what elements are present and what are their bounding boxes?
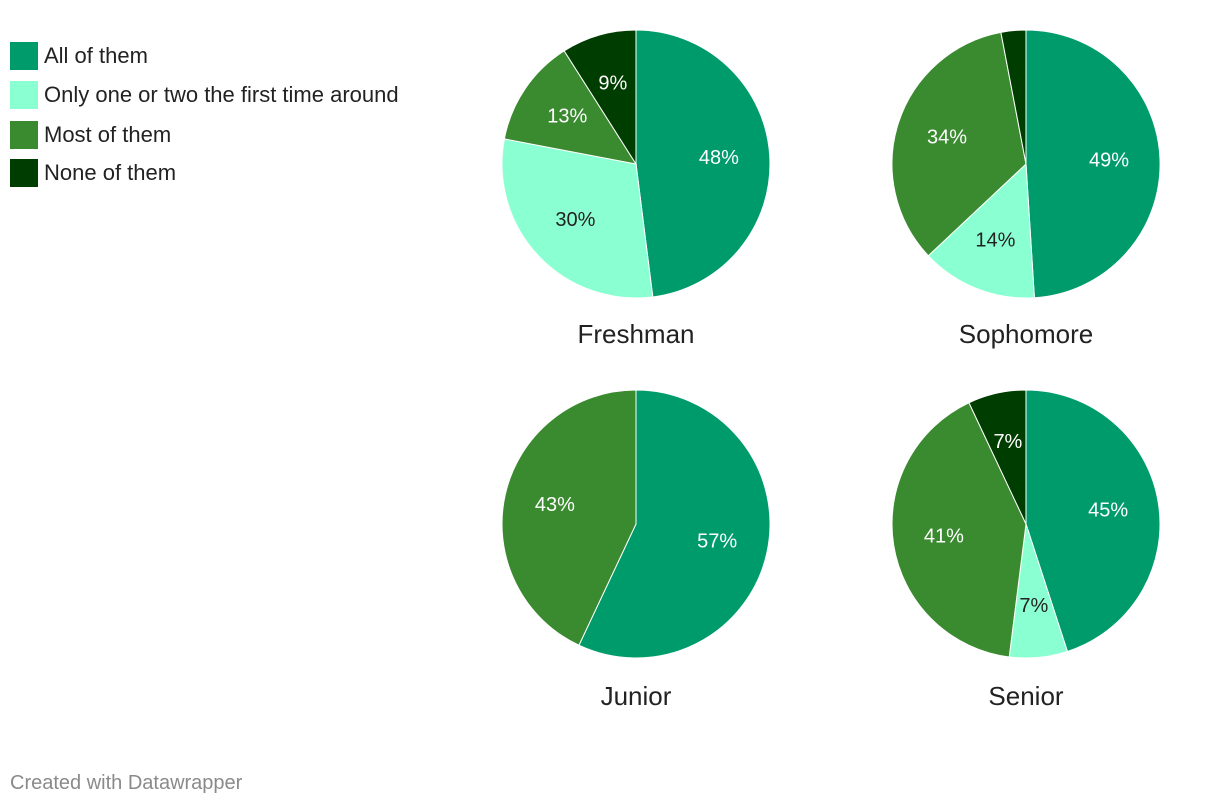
pie-label-sophomore-most-of-them: 34% — [927, 127, 967, 149]
pie-slice-sophomore-none-of-them — [1000, 29, 1027, 165]
pie-title-sophomore: Sophomore — [959, 319, 1093, 349]
pie-slice-junior-all-of-them — [578, 389, 771, 659]
pie-label-senior-only-one-or-two-the-first-time-around: 7% — [1019, 595, 1048, 617]
legend-label-most-of-them: Most of them — [44, 122, 172, 147]
legend-label-none-of-them: None of them — [44, 160, 177, 185]
legend-swatch-all-of-them — [10, 42, 38, 70]
legend: All of them Only one or two the first ti… — [10, 42, 399, 198]
pie-freshman: 48% 30% 13% 9% Freshman — [501, 29, 771, 349]
pie-label-freshman-most-of-them: 13% — [547, 106, 587, 128]
legend-item-all-of-them: All of them — [10, 42, 399, 70]
legend-label-all-of-them: All of them — [44, 43, 148, 68]
pie-label-junior-most-of-them: 43% — [535, 494, 575, 516]
legend-item-none-of-them: None of them — [10, 159, 399, 187]
pie-sophomore: 49% 14% 34% Sophomore — [891, 29, 1161, 349]
pie-label-senior-most-of-them: 41% — [924, 525, 964, 547]
legend-item-most-of-them: Most of them — [10, 121, 399, 149]
pie-slice-freshman-all-of-them — [635, 29, 771, 298]
pie-senior: 45% 7% 41% 7% Senior — [891, 389, 1161, 711]
pie-slice-junior-most-of-them — [501, 389, 637, 646]
pie-title-senior: Senior — [988, 681, 1063, 711]
pie-label-sophomore-only-one-or-two-the-first-time-around: 14% — [975, 229, 1015, 251]
pie-slice-senior-all-of-them — [1025, 389, 1161, 653]
legend-swatch-only-one-or-two — [10, 81, 38, 109]
legend-label-only-one-or-two: Only one or two the first time around — [44, 82, 399, 107]
pie-slice-sophomore-only-one-or-two-the-first-time-around — [927, 162, 1035, 299]
legend-swatch-most-of-them — [10, 121, 38, 149]
pie-junior: 57% 43% Junior — [501, 389, 771, 711]
legend-swatch-none-of-them — [10, 159, 38, 187]
pie-slice-sophomore-all-of-them — [1025, 29, 1161, 299]
pie-slice-sophomore-most-of-them — [891, 31, 1027, 257]
pie-slice-senior-none-of-them — [968, 389, 1027, 525]
pie-label-sophomore-all-of-them: 49% — [1089, 150, 1129, 172]
pie-title-freshman: Freshman — [577, 319, 694, 349]
pie-label-freshman-none-of-them: 9% — [598, 72, 627, 94]
legend-item-only-one-or-two: Only one or two the first time around — [10, 81, 399, 109]
pie-title-junior: Junior — [601, 681, 672, 711]
credit-text: Created with Datawrapper — [10, 772, 243, 794]
pie-label-freshman-all-of-them: 48% — [699, 147, 739, 169]
pie-label-senior-all-of-them: 45% — [1088, 499, 1128, 521]
pie-label-freshman-only-one-or-two-the-first-time-around: 30% — [555, 209, 595, 231]
pie-label-senior-none-of-them: 7% — [993, 431, 1022, 453]
pie-slice-freshman-most-of-them — [503, 50, 638, 165]
pie-slice-senior-most-of-them — [891, 402, 1027, 658]
pie-slice-freshman-none-of-them — [563, 29, 637, 166]
pie-label-junior-all-of-them: 57% — [697, 530, 737, 552]
pie-slice-freshman-only-one-or-two-the-first-time-around — [501, 138, 654, 299]
